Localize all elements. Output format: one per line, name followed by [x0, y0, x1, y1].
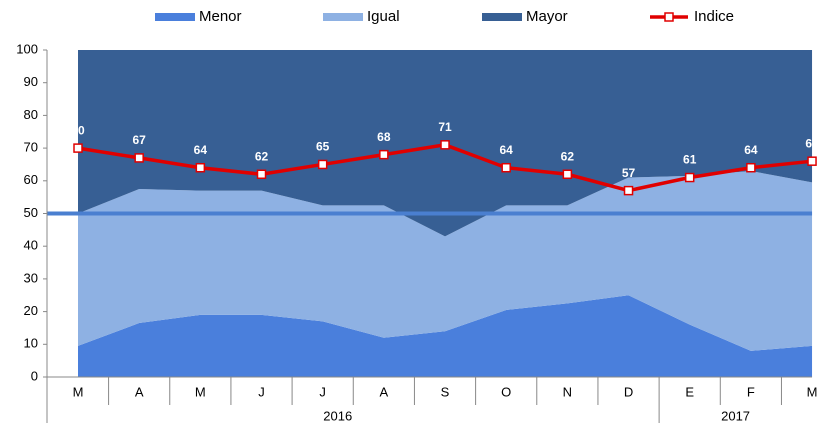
area [78, 295, 813, 377]
marker [379, 149, 389, 160]
data-label: 68 [377, 130, 391, 144]
data-label: 66 [805, 136, 819, 150]
data-label: 65 [316, 140, 330, 154]
x-tick-label: A [135, 384, 144, 399]
x-tick-label: J [319, 384, 326, 399]
y-tick-label: 40 [24, 238, 38, 253]
legend-marker [664, 12, 674, 22]
data-label: 64 [500, 143, 514, 157]
data-label: 62 [255, 149, 269, 163]
data-label: 57 [622, 166, 636, 180]
marker [562, 169, 573, 180]
legend-label: Igual [367, 8, 400, 25]
area [78, 170, 813, 351]
y-tick-label: 90 [24, 74, 38, 89]
marker [134, 153, 144, 163]
legend-label: Mayor [526, 8, 568, 25]
x-tick-label: M [73, 384, 84, 399]
x-tick-label: F [747, 384, 755, 399]
marker [807, 156, 817, 166]
y-tick-label: 80 [24, 107, 38, 122]
y-tick-label: 10 [24, 336, 38, 351]
y-tick-label: 60 [24, 172, 38, 187]
x-tick-label: O [501, 384, 511, 399]
data-label: 70 [71, 123, 85, 137]
x-tick-label: D [624, 384, 633, 399]
group-label: 2017 [721, 408, 750, 423]
marker [195, 162, 206, 173]
x-tick-label: M [807, 384, 818, 399]
x-tick-label: M [195, 384, 206, 399]
data-label: 64 [194, 143, 208, 157]
y-tick-label: 100 [16, 41, 38, 56]
marker [623, 185, 634, 196]
data-label: 62 [561, 149, 575, 163]
data-label: 64 [744, 143, 758, 157]
legend-swatch [155, 13, 195, 21]
legend-label: Menor [199, 8, 242, 25]
x-tick-label: E [685, 384, 694, 399]
x-tick-label: S [441, 384, 450, 399]
legend-swatch [482, 13, 522, 21]
y-tick-label: 20 [24, 303, 38, 318]
x-tick-label: N [563, 384, 572, 399]
marker [501, 162, 511, 173]
y-tick-label: 50 [24, 205, 38, 220]
marker [317, 159, 328, 170]
x-tick-label: A [380, 384, 389, 399]
legend-swatch [323, 13, 363, 21]
marker [256, 169, 267, 180]
data-label: 61 [683, 153, 697, 167]
marker [684, 172, 695, 183]
data-label: 67 [132, 133, 146, 147]
group-label: 2016 [323, 408, 352, 423]
marker [73, 143, 83, 153]
data-label: 71 [438, 120, 452, 134]
marker [440, 140, 450, 150]
x-tick-label: J [258, 384, 265, 399]
y-tick-label: 70 [24, 140, 38, 155]
y-tick-label: 0 [31, 368, 38, 383]
legend-label: Indice [694, 8, 734, 25]
y-tick-label: 30 [24, 270, 38, 285]
marker [746, 162, 756, 173]
